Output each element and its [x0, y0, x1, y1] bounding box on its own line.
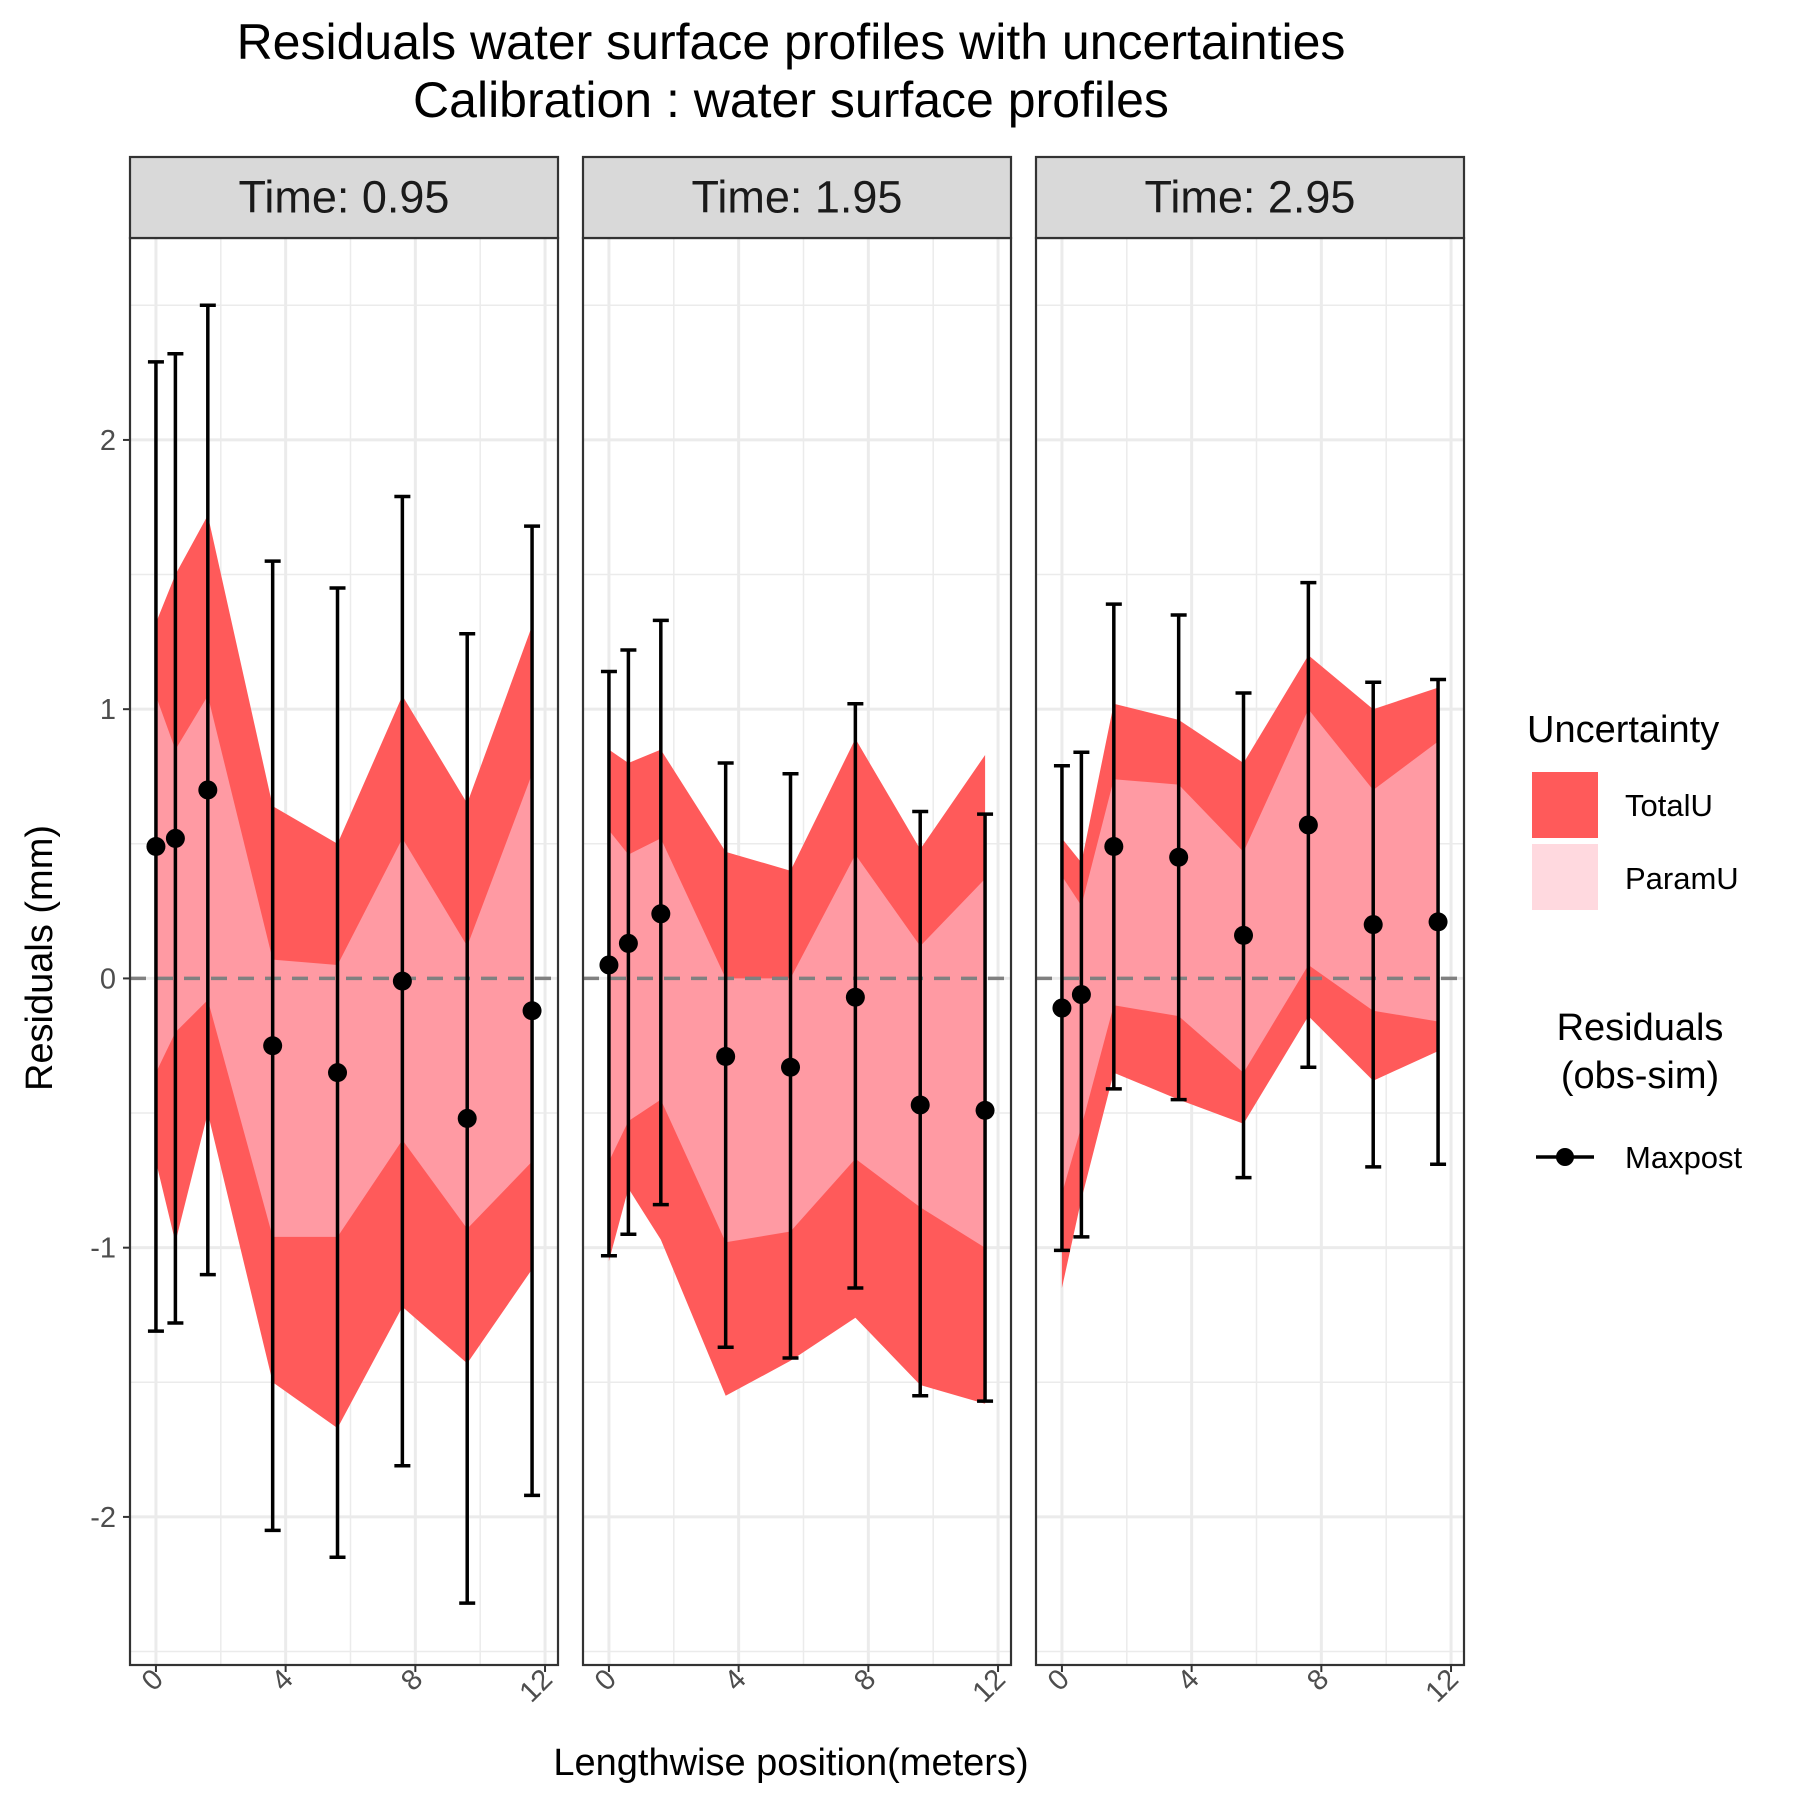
maxpost-point: [198, 780, 218, 800]
chart-title-line1: Residuals water surface profiles with un…: [237, 14, 1346, 70]
maxpost-point: [165, 828, 185, 848]
legend-maxpost-point: [1556, 1148, 1574, 1166]
x-tick-label: 8: [848, 1663, 882, 1697]
x-tick-label: 4: [266, 1663, 300, 1697]
maxpost-point: [1104, 836, 1124, 856]
facet-strip-label: Time: 0.95: [239, 172, 450, 223]
facet-strip: [1034, 155, 1466, 240]
x-axis-title: Lengthwise position(meters): [553, 1742, 1028, 1784]
maxpost-point: [716, 1047, 736, 1067]
x-tick-label: 12: [1420, 1663, 1465, 1708]
facet-strip: [581, 155, 1013, 240]
maxpost-point: [522, 1001, 542, 1021]
maxpost-point: [1363, 915, 1383, 935]
legend-maxpost-label: Maxpost: [1625, 1140, 1743, 1175]
y-tick-label: 2: [100, 425, 116, 457]
maxpost-point: [392, 971, 412, 991]
legend-paramu-key: [1532, 844, 1598, 910]
maxpost-point: [1071, 985, 1091, 1005]
facet-panel: Time: 1.95 0 4 8 12: [581, 155, 1013, 1709]
maxpost-point: [457, 1108, 477, 1128]
x-tick-label: 12: [514, 1663, 559, 1708]
maxpost-point: [328, 1063, 348, 1083]
x-tick-label: 8: [395, 1663, 429, 1697]
paramu-band: [1061, 709, 1439, 1194]
maxpost-point: [1052, 998, 1072, 1018]
x-tick-label: 4: [1172, 1663, 1206, 1697]
legend-residuals-title-line1: Residuals: [1557, 1007, 1724, 1049]
facet-panel: Time: 2.95 0 4 8 12: [1034, 155, 1466, 1709]
legend: Uncertainty TotalU ParamU Residuals (obs…: [1527, 709, 1743, 1175]
y-axis-title: Residuals (mm): [19, 825, 61, 1091]
maxpost-point: [781, 1057, 801, 1077]
chart-title-line2: Calibration : water surface profiles: [413, 72, 1169, 128]
paramu-band: [155, 695, 533, 1237]
x-tick-label: 4: [719, 1663, 753, 1697]
legend-totalu-label: TotalU: [1625, 788, 1713, 823]
maxpost-point: [1298, 815, 1318, 835]
x-tick-label: 8: [1301, 1663, 1335, 1697]
maxpost-point: [651, 904, 671, 924]
grid: [1036, 238, 1464, 1665]
facet-strip: [128, 155, 560, 240]
legend-totalu-key: [1532, 772, 1598, 838]
y-tick-label: 1: [100, 694, 116, 726]
y-tick-label: -2: [90, 1502, 116, 1534]
maxpost-point: [263, 1036, 283, 1056]
x-tick-label: 12: [967, 1663, 1012, 1708]
maxpost-point: [599, 955, 619, 975]
facet-strip-label: Time: 1.95: [692, 172, 903, 223]
maxpost-point: [845, 987, 865, 1007]
maxpost-point: [1428, 912, 1448, 932]
maxpost-point: [146, 836, 166, 856]
y-tick-label: -1: [90, 1233, 116, 1265]
maxpost-point: [1234, 925, 1254, 945]
facet-strip-label: Time: 2.95: [1145, 172, 1356, 223]
y-tick-label: 0: [100, 963, 116, 995]
maxpost-point: [618, 933, 638, 953]
maxpost-point: [910, 1095, 930, 1115]
paramu-band: [608, 830, 986, 1248]
x-tick-label: 0: [589, 1663, 623, 1697]
maxpost-point: [1169, 847, 1189, 867]
maxpost-point: [975, 1100, 995, 1120]
y-axis: -2 -1 0 1 2: [90, 425, 130, 1534]
legend-paramu-label: ParamU: [1625, 861, 1739, 896]
x-tick-label: 0: [136, 1663, 170, 1697]
x-tick-label: 0: [1042, 1663, 1076, 1697]
legend-uncertainty-title: Uncertainty: [1527, 709, 1719, 751]
legend-residuals-title-line2: (obs-sim): [1561, 1055, 1719, 1097]
facet-panel: Time: 0.95 0 4 8 12: [128, 155, 560, 1709]
